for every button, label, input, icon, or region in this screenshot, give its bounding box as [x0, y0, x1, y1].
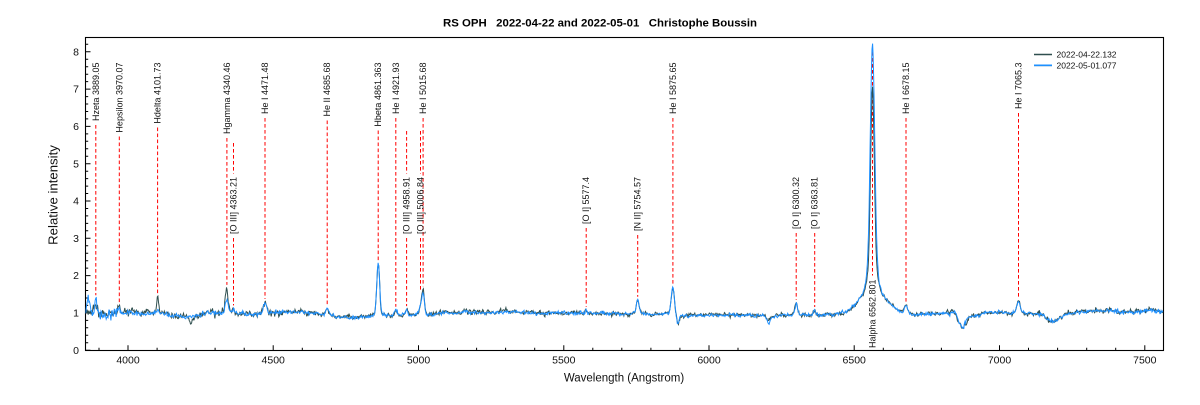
svg-text:7: 7 [73, 84, 79, 96]
svg-text:He I 4921.93: He I 4921.93 [391, 63, 401, 115]
svg-text:2022-05-01.077: 2022-05-01.077 [1057, 60, 1117, 70]
svg-text:6000: 6000 [697, 355, 721, 367]
svg-text:Hdelta 4101.73: Hdelta 4101.73 [153, 63, 163, 124]
svg-text:He I 7065.3: He I 7065.3 [1014, 63, 1024, 110]
svg-text:6: 6 [73, 121, 79, 133]
svg-text:7000: 7000 [988, 355, 1012, 367]
svg-text:[O I] 5577.4: [O I] 5577.4 [581, 177, 591, 224]
svg-text:6500: 6500 [843, 355, 867, 367]
svg-text:He I 6678.15: He I 6678.15 [901, 63, 911, 115]
svg-text:1: 1 [73, 308, 79, 320]
svg-text:4000: 4000 [116, 355, 140, 367]
svg-text:4: 4 [73, 196, 79, 208]
svg-text:[O III] 4958.91: [O III] 4958.91 [402, 177, 412, 234]
svg-text:5500: 5500 [552, 355, 576, 367]
svg-text:[O I] 6300.32: [O I] 6300.32 [791, 177, 801, 229]
svg-text:Hzeta 3889.05: Hzeta 3889.05 [91, 63, 101, 122]
svg-text:7500: 7500 [1133, 355, 1157, 367]
svg-text:3: 3 [73, 233, 79, 245]
svg-text:Wavelength (Angstrom): Wavelength (Angstrom) [564, 373, 685, 385]
svg-text:8: 8 [73, 46, 79, 58]
svg-text:RS OPH 2022-04-22 and 2022-0: RS OPH 2022-04-22 and 2022-05-01 Christo… [443, 18, 757, 30]
svg-text:He I 5015.68: He I 5015.68 [418, 63, 428, 115]
svg-text:He II 4685.68: He II 4685.68 [322, 63, 332, 117]
svg-text:He I 5875.65: He I 5875.65 [668, 63, 678, 115]
svg-text:5: 5 [73, 158, 79, 170]
svg-text:Relative intensity: Relative intensity [46, 145, 61, 245]
svg-text:2022-04-22.132: 2022-04-22.132 [1057, 50, 1117, 60]
svg-text:0: 0 [73, 345, 79, 357]
svg-text:5000: 5000 [407, 355, 431, 367]
svg-text:4500: 4500 [262, 355, 286, 367]
svg-text:2: 2 [73, 270, 79, 282]
svg-text:He I 4471.48: He I 4471.48 [260, 63, 270, 115]
svg-text:Hbeta 4861.363: Hbeta 4861.363 [373, 63, 383, 127]
svg-text:[O I] 6363.81: [O I] 6363.81 [810, 177, 820, 229]
svg-text:[O III] 4363.21: [O III] 4363.21 [229, 177, 239, 234]
svg-text:[N II] 5754.57: [N II] 5754.57 [633, 177, 643, 231]
svg-text:Halpha 6562.801: Halpha 6562.801 [868, 279, 878, 348]
svg-text:Hepsilon 3970.07: Hepsilon 3970.07 [114, 63, 124, 133]
svg-text:Hgamma 4340.46: Hgamma 4340.46 [222, 63, 232, 135]
svg-text:[O III] 5006.84: [O III] 5006.84 [416, 177, 426, 234]
